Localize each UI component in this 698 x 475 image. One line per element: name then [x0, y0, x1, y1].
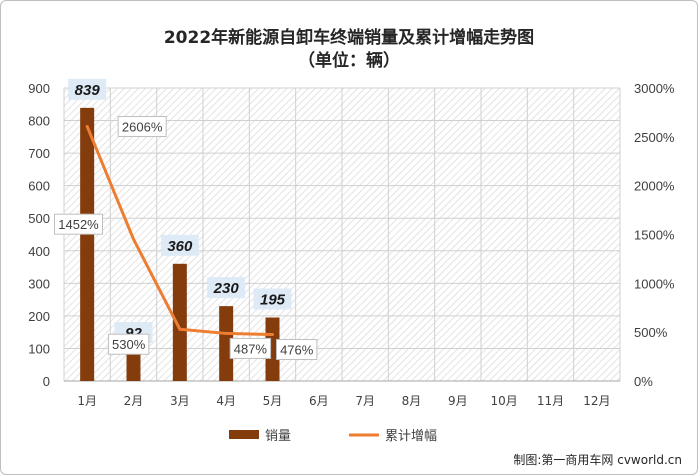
bar-data-label: 360 — [167, 238, 193, 255]
line-data-label: 530% — [112, 337, 146, 352]
x-tick-label: 6月 — [309, 394, 329, 408]
bar-data-label: 839 — [75, 82, 101, 99]
y-left-tick-label: 600 — [28, 179, 50, 194]
bar-data-label: 195 — [260, 292, 286, 309]
y-left-tick-label: 500 — [28, 211, 50, 226]
bar-label-bg — [253, 288, 292, 310]
bar-series — [80, 107, 280, 381]
bar-data-label: 230 — [213, 280, 240, 297]
bar — [172, 263, 187, 381]
bar — [126, 351, 141, 381]
y-left-axis: 0 100 200 300 400 500 600 700 800 900 — [28, 81, 50, 389]
line-label-box — [117, 115, 167, 137]
line-data-label: 1452% — [58, 217, 99, 232]
line-label-box — [229, 337, 272, 359]
y-left-tick-label: 700 — [28, 146, 50, 161]
x-tick-label: 11月 — [537, 394, 564, 408]
y-right-tick-label: 0% — [634, 374, 653, 389]
x-tick-label: 3月 — [170, 394, 190, 408]
legend-label-bar: 销量 — [265, 429, 291, 444]
y-left-tick-label: 300 — [28, 276, 50, 291]
line-data-labels: 2606% 1452% 530% 487% 476% — [54, 115, 318, 361]
x-tick-label: 1月 — [77, 394, 97, 408]
y-left-tick-label: 100 — [28, 341, 50, 356]
y-right-tick-label: 3000% — [634, 81, 675, 96]
line-point — [271, 333, 274, 337]
line-series — [85, 124, 274, 337]
legend: 销量 累计增幅 — [229, 429, 437, 444]
bar — [219, 306, 234, 381]
x-tick-label: 2月 — [124, 394, 144, 408]
x-tick-label: 9月 — [448, 394, 468, 408]
bar-label-bg — [207, 277, 246, 299]
x-tick-label: 7月 — [355, 394, 375, 408]
y-left-tick-label: 200 — [28, 309, 50, 324]
y-right-tick-label: 1500% — [634, 228, 675, 243]
chart-title: 2022年新能源自卸车终端销量及累计增幅走势图 — [164, 27, 534, 48]
line-data-label: 2606% — [122, 119, 163, 134]
legend-label-line: 累计增幅 — [385, 429, 437, 444]
x-tick-label: 8月 — [402, 394, 422, 408]
line-label-box — [107, 333, 150, 355]
credit-text: 制图:第一商用车网 cvworld.cn — [513, 452, 682, 467]
x-tick-label: 10月 — [491, 394, 518, 408]
bar-label-bg — [68, 78, 107, 100]
bar — [80, 107, 95, 381]
line-point — [85, 124, 89, 128]
line-point — [224, 331, 228, 335]
y-left-tick-label: 0 — [43, 374, 50, 389]
legend-swatch-bar — [229, 430, 259, 439]
y-right-axis: 0% 500% 1000% 1500% 2000% 2500% 3000% — [634, 81, 675, 389]
line-label-box — [276, 339, 318, 361]
y-left-tick-label: 800 — [28, 114, 50, 129]
y-right-tick-label: 1000% — [634, 276, 675, 291]
x-tick-label: 12月 — [583, 394, 610, 408]
y-right-tick-label: 2000% — [634, 179, 675, 194]
chart-subtitle: （单位：辆） — [298, 50, 400, 71]
y-left-tick-label: 900 — [28, 81, 50, 96]
y-right-tick-label: 2500% — [634, 130, 675, 145]
line-data-label: 476% — [280, 343, 314, 358]
x-tick-label: 4月 — [216, 394, 236, 408]
line-point — [132, 237, 135, 241]
y-right-tick-label: 500% — [634, 325, 668, 340]
bar-label-bg — [160, 234, 199, 256]
y-left-tick-label: 400 — [28, 244, 50, 259]
x-axis: 1月 2月 3月 4月 5月 6月 7月 8月 9月 10月 11月 12月 — [77, 394, 610, 408]
line-point — [178, 327, 182, 331]
line-data-label: 487% — [234, 341, 268, 356]
line-label-box — [54, 213, 103, 235]
x-tick-label: 5月 — [263, 394, 283, 408]
